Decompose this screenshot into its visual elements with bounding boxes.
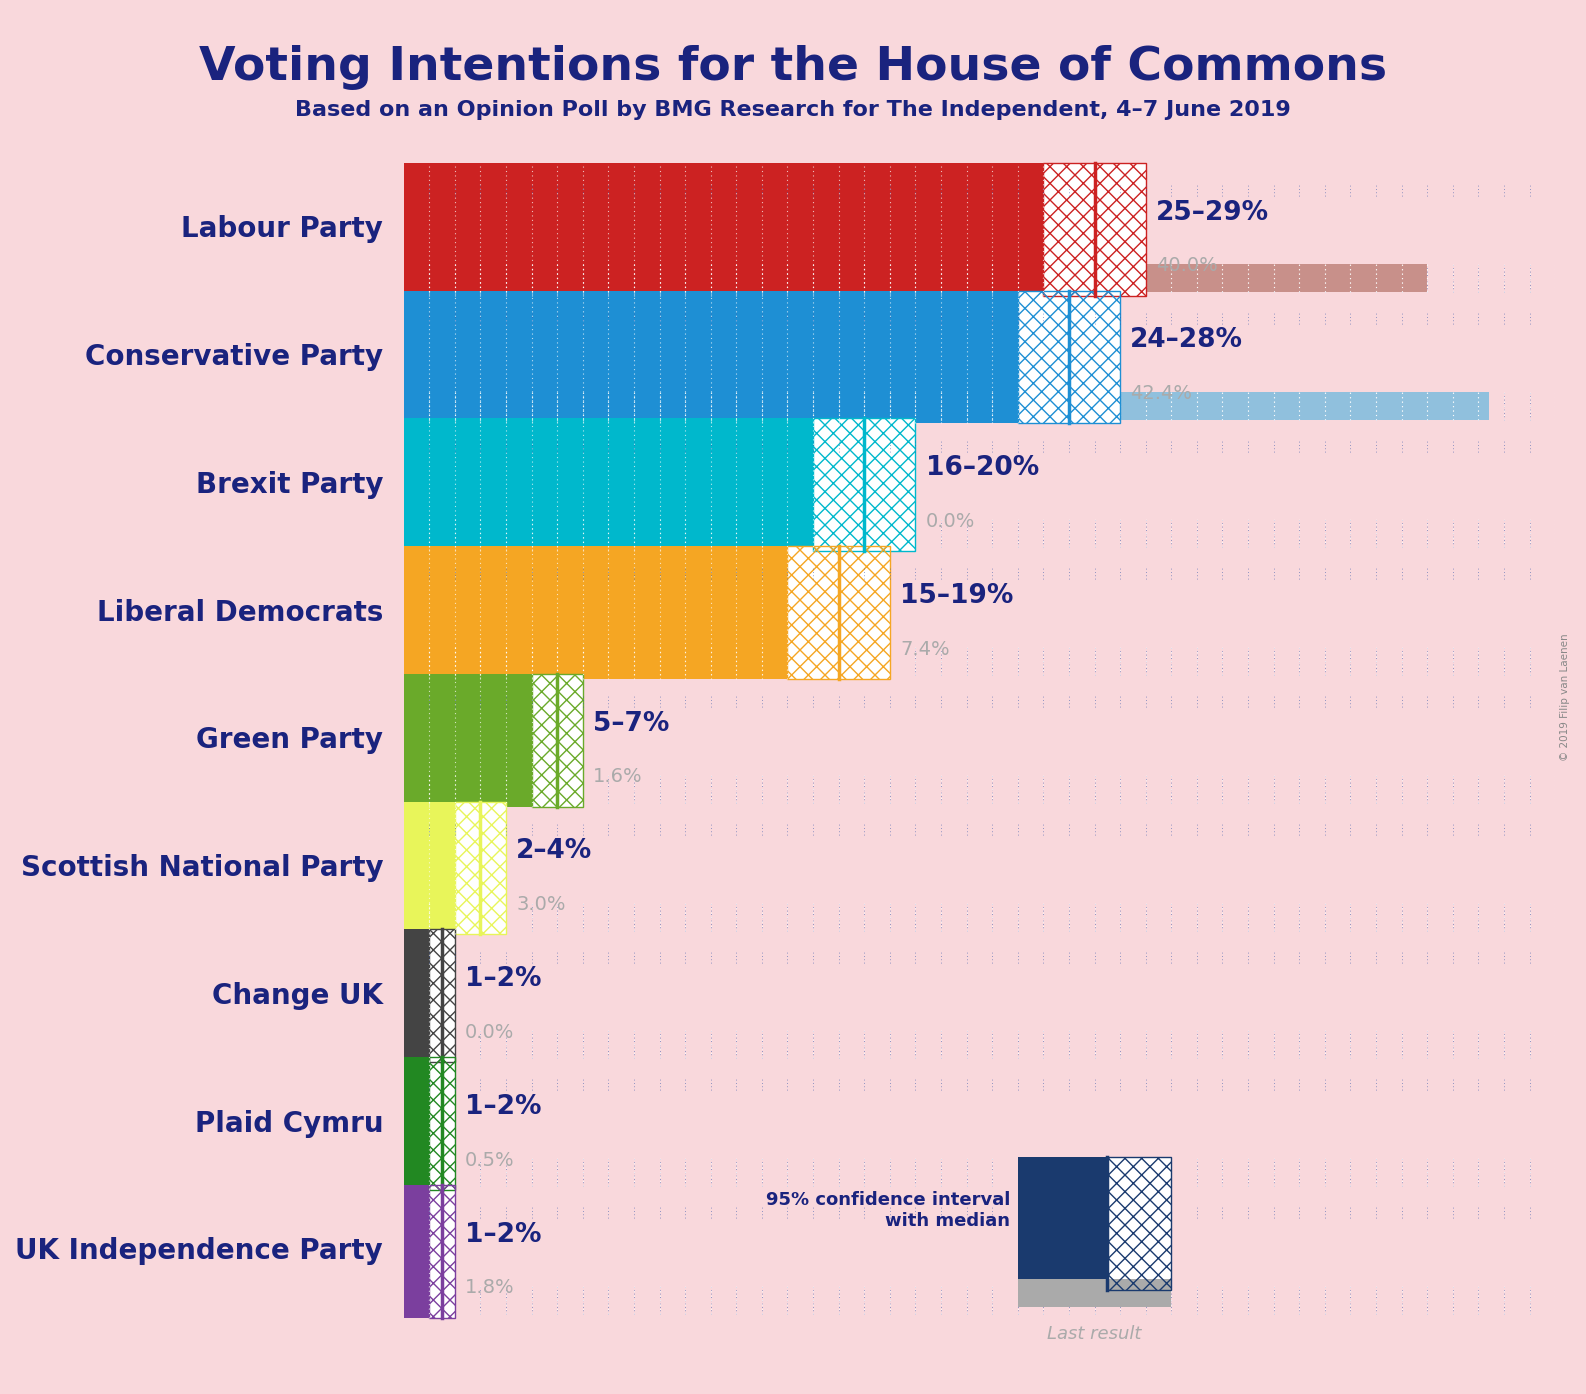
Text: 3.0%: 3.0% (515, 895, 566, 914)
Text: 0.5%: 0.5% (465, 1150, 515, 1170)
Bar (430, 1185, 455, 1317)
Bar (531, 673, 582, 807)
Text: 7.4%: 7.4% (901, 640, 950, 658)
Text: Last result: Last result (1047, 1326, 1142, 1344)
Text: Based on an Opinion Poll by BMG Research for The Independent, 4–7 June 2019: Based on an Opinion Poll by BMG Research… (295, 100, 1291, 120)
Bar (1018, 290, 1120, 424)
Bar (531, 673, 582, 807)
Bar (814, 418, 915, 551)
Bar (455, 802, 506, 934)
Text: Voting Intentions for the House of Commons: Voting Intentions for the House of Commo… (198, 45, 1388, 89)
Bar (788, 546, 890, 679)
Text: 5–7%: 5–7% (593, 711, 669, 736)
Bar (430, 930, 455, 1062)
Text: 1–2%: 1–2% (465, 966, 541, 993)
Text: Labour Party: Labour Party (181, 215, 384, 244)
Bar (1018, 290, 1120, 424)
Text: Conservative Party: Conservative Party (86, 343, 384, 371)
Bar (1044, 163, 1145, 296)
Bar (1107, 1157, 1172, 1289)
Bar (404, 930, 430, 1062)
Bar (788, 546, 890, 679)
Bar (404, 1285, 450, 1315)
Text: 2–4%: 2–4% (515, 838, 593, 864)
Text: 25–29%: 25–29% (1156, 199, 1269, 226)
Bar (404, 673, 531, 807)
Bar (1018, 1157, 1107, 1289)
Text: 42.4%: 42.4% (1131, 385, 1193, 403)
Text: UK Independence Party: UK Independence Party (16, 1238, 384, 1266)
Text: Plaid Cymru: Plaid Cymru (195, 1110, 384, 1138)
Text: © 2019 Filip van Laenen: © 2019 Filip van Laenen (1561, 633, 1570, 761)
Bar (404, 163, 1044, 296)
Text: 16–20%: 16–20% (926, 456, 1039, 481)
Text: 1–2%: 1–2% (465, 1094, 541, 1119)
Text: Scottish National Party: Scottish National Party (21, 855, 384, 882)
Text: 1–2%: 1–2% (465, 1221, 541, 1248)
Bar (404, 647, 593, 675)
Text: 24–28%: 24–28% (1131, 328, 1243, 354)
Bar (404, 1158, 417, 1186)
Text: 0.0%: 0.0% (926, 512, 975, 531)
Bar (404, 902, 481, 931)
Bar (430, 1057, 455, 1190)
Bar (1018, 1280, 1172, 1308)
Bar (430, 1057, 455, 1190)
Bar (404, 418, 814, 551)
Bar (404, 775, 444, 803)
Bar (1107, 1157, 1172, 1289)
Text: Change UK: Change UK (213, 981, 384, 1009)
Text: 95% confidence interval
with median: 95% confidence interval with median (766, 1190, 1010, 1230)
Bar (404, 802, 455, 934)
Text: 40.0%: 40.0% (1156, 256, 1218, 276)
Bar (430, 930, 455, 1062)
Text: Liberal Democrats: Liberal Democrats (97, 598, 384, 626)
Bar (814, 418, 915, 551)
Bar (430, 1185, 455, 1317)
Text: 0.0%: 0.0% (465, 1023, 514, 1041)
Bar (404, 546, 788, 679)
Text: Brexit Party: Brexit Party (195, 471, 384, 499)
Text: 15–19%: 15–19% (901, 583, 1013, 609)
Text: Green Party: Green Party (197, 726, 384, 754)
Bar (404, 263, 1427, 291)
Text: 1.6%: 1.6% (593, 767, 642, 786)
Text: 1.8%: 1.8% (465, 1278, 515, 1298)
Bar (404, 392, 1489, 420)
Bar (404, 290, 1018, 424)
Bar (404, 1185, 430, 1317)
Bar (404, 1057, 430, 1190)
Bar (455, 802, 506, 934)
Bar (1044, 163, 1145, 296)
